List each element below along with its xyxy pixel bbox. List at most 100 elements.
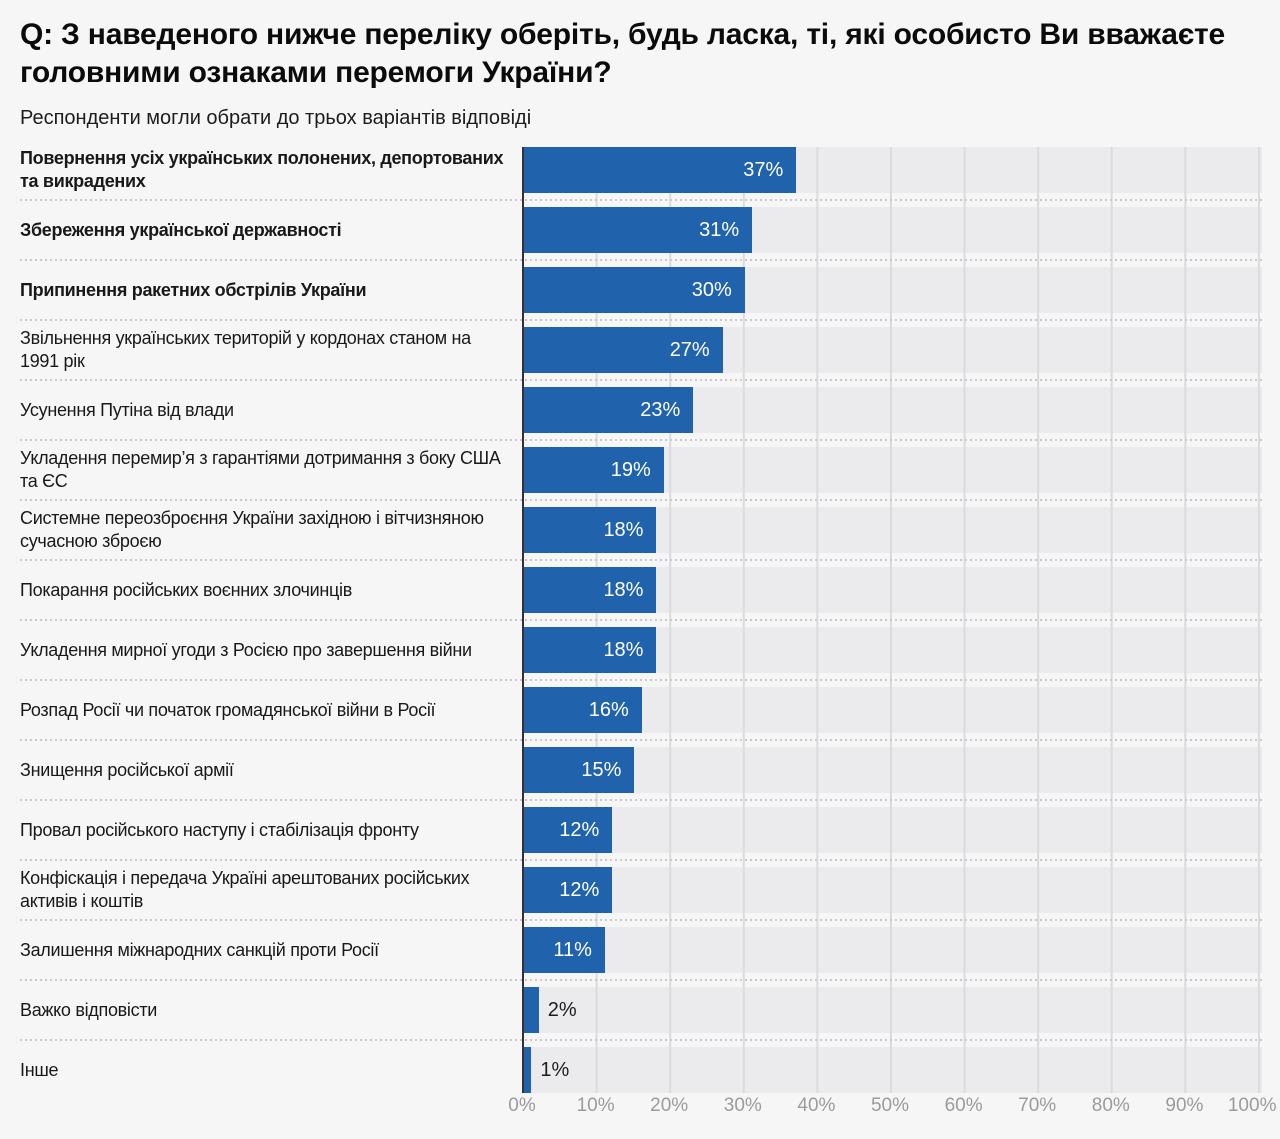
bar-row: Збереження української державності 31%	[20, 207, 1262, 267]
bar: 12%	[524, 807, 613, 853]
bar-row: Повернення усіх українських полонених, д…	[20, 147, 1262, 207]
value-label: 16%	[588, 699, 629, 721]
bar-cell: 12%	[522, 867, 1262, 927]
category-label: Припинення ракетних обстрілів України	[20, 279, 367, 300]
bar-cell: 2%	[522, 987, 1262, 1047]
value-label: 19%	[610, 459, 651, 481]
value-label: 18%	[603, 519, 644, 541]
bar-row: Покарання російських воєнних злочинців 18…	[20, 567, 1262, 627]
category-label: Важко відповісти	[20, 999, 158, 1020]
bar-cell: 31%	[522, 207, 1262, 267]
bar: 31%	[524, 207, 753, 253]
bar-row: Інше 1%	[20, 1047, 1262, 1093]
x-axis-tick-label: 80%	[1091, 1095, 1130, 1116]
bar: 23%	[524, 387, 694, 433]
value-label: 11%	[553, 939, 592, 961]
category-label: Системне переозброєння України західною …	[20, 508, 484, 551]
category-label: Розпад Росії чи початок громадянської ві…	[20, 699, 436, 720]
x-axis-tick-label: 100%	[1227, 1095, 1277, 1116]
category-label: Конфіскація і передача Україні арештован…	[20, 868, 470, 911]
x-axis-tick-label: 40%	[797, 1095, 836, 1116]
category-label: Звільнення українських територій у кордо…	[20, 328, 471, 371]
value-label: 2%	[547, 999, 577, 1021]
bar-row: Провал російського наступу і стабілізаці…	[20, 807, 1262, 867]
bar: 18%	[524, 567, 657, 613]
bar-cell: 23%	[522, 387, 1262, 447]
bar: 37%	[524, 147, 797, 193]
bar-cell: 18%	[522, 507, 1262, 567]
bar-cell: 11%	[522, 927, 1262, 987]
bar-chart-plot-area: Повернення усіх українських полонених, д…	[20, 147, 1262, 1093]
bar-track	[522, 867, 1262, 913]
bar-row: Укладення перемир’я з гарантіями дотрима…	[20, 447, 1262, 507]
bar-cell: 12%	[522, 807, 1262, 867]
chart-subtitle: Респонденти могли обрати до трьох варіан…	[20, 107, 532, 129]
value-label: 37%	[743, 159, 784, 181]
bar: 11%	[524, 927, 605, 973]
bar-row: Конфіскація і передача Україні арештован…	[20, 867, 1262, 927]
bar-row: Усунення Путіна від влади 23%	[20, 387, 1262, 447]
value-label: 12%	[559, 819, 600, 841]
bar-cell: 18%	[522, 627, 1262, 687]
category-label: Провал російського наступу і стабілізаці…	[20, 819, 419, 840]
category-label: Залишення міжнародних санкцій проти Росі…	[20, 939, 379, 960]
bar: 27%	[524, 327, 723, 373]
bar: 16%	[524, 687, 642, 733]
bar: 18%	[524, 507, 657, 553]
x-axis-tick-label: 20%	[650, 1095, 689, 1116]
bar: 1%	[524, 1047, 569, 1093]
bar-track	[522, 807, 1262, 853]
category-label: Укладення мирної угоди з Росією про заве…	[20, 639, 472, 660]
bar-cell: 18%	[522, 567, 1262, 627]
category-label: Інше	[20, 1059, 59, 1080]
category-label: Знищення російської армії	[20, 759, 234, 780]
bar: 15%	[524, 747, 635, 793]
category-label: Покарання російських воєнних злочинців	[20, 579, 352, 600]
chart-title: Q: З наведеного нижче переліку оберіть, …	[20, 18, 1226, 89]
value-label: 18%	[603, 579, 644, 601]
value-label: 12%	[559, 879, 600, 901]
bar: 18%	[524, 627, 657, 673]
x-axis-tick-label: 70%	[1018, 1095, 1057, 1116]
x-axis-tick-label: 60%	[944, 1095, 983, 1116]
bar-cell: 16%	[522, 687, 1262, 747]
bar-row: Укладення мирної угоди з Росією про заве…	[20, 627, 1262, 687]
bar-cell: 15%	[522, 747, 1262, 807]
bar-row: Важко відповісти 2%	[20, 987, 1262, 1047]
bar-cell: 30%	[522, 267, 1262, 327]
category-label: Повернення усіх українських полонених, д…	[20, 148, 504, 191]
bar-track	[522, 987, 1262, 1033]
bar: 12%	[524, 867, 613, 913]
bar-row: Знищення російської армії 15%	[20, 747, 1262, 807]
category-label: Укладення перемир’я з гарантіями дотрима…	[20, 448, 501, 491]
bar-row: Залишення міжнародних санкцій проти Росі…	[20, 927, 1262, 987]
x-axis-tick-label: 90%	[1165, 1095, 1204, 1116]
x-axis: 0% 10% 20% 30% 40% 50% 60% 70% 80% 90% 100%	[20, 1093, 1276, 1127]
bar-cell: 19%	[522, 447, 1262, 507]
value-label: 1%	[540, 1059, 570, 1081]
bar-row: Системне переозброєння України західною …	[20, 507, 1262, 567]
value-label: 23%	[640, 399, 681, 421]
x-axis-tick-label: 50%	[870, 1095, 910, 1116]
x-axis-tick-label: 0%	[508, 1095, 536, 1116]
bar-row: Звільнення українських територій у кордо…	[20, 327, 1262, 387]
bar-cell: 37%	[522, 147, 1262, 207]
value-label: 18%	[603, 639, 644, 661]
value-label: 30%	[691, 279, 732, 301]
value-label: 31%	[699, 219, 740, 241]
bar-row: Розпад Росії чи початок громадянської ві…	[20, 687, 1262, 747]
bar-row: Припинення ракетних обстрілів України 30%	[20, 267, 1262, 327]
bar-cell: 27%	[522, 327, 1262, 387]
bar: 2%	[524, 987, 577, 1033]
x-axis-tick-label: 30%	[723, 1095, 762, 1116]
value-label: 27%	[669, 339, 710, 361]
bar: 19%	[524, 447, 664, 493]
bar-track	[522, 1047, 1262, 1093]
category-label: Усунення Путіна від влади	[20, 399, 234, 420]
x-axis-tick-label: 10%	[576, 1095, 615, 1116]
category-label: Збереження української державності	[20, 219, 342, 240]
bar: 30%	[524, 267, 745, 313]
value-label: 15%	[581, 759, 622, 781]
bar-track	[522, 927, 1262, 973]
